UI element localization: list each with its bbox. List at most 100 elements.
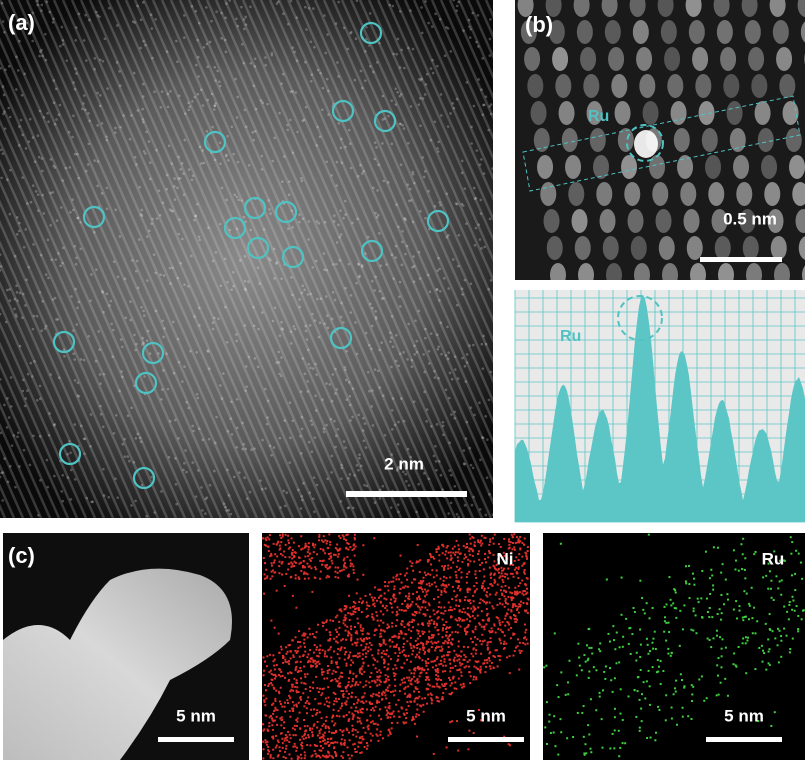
atom-spot	[331, 373, 335, 376]
atom-spot	[136, 109, 140, 112]
atom-spot	[161, 201, 165, 205]
ru-dot	[654, 647, 657, 650]
ni-dot	[440, 606, 443, 609]
atom-spot	[364, 252, 367, 255]
atom-spot	[69, 468, 73, 472]
ni-dot	[485, 594, 488, 597]
ru-dot	[654, 731, 657, 734]
ni-dot	[392, 710, 395, 713]
ni-dot	[350, 754, 353, 757]
ni-dot	[403, 687, 406, 690]
atom-spot	[253, 129, 257, 133]
ni-dot	[300, 669, 303, 672]
atom-spot	[451, 102, 455, 105]
ni-dot	[493, 567, 496, 570]
atom-spot	[178, 218, 181, 221]
ni-dot	[349, 562, 352, 565]
atom-spot	[33, 360, 36, 363]
ni-dot	[463, 557, 466, 560]
ni-dot	[445, 682, 448, 685]
atom-spot	[335, 241, 339, 244]
atom-spot	[98, 15, 101, 19]
ru-dot	[654, 739, 657, 742]
atom-spot	[304, 60, 307, 64]
ni-dot	[423, 668, 426, 671]
ni-dot	[417, 655, 420, 658]
ni-dot	[361, 629, 364, 632]
ni-dot	[440, 645, 443, 648]
atom-spot	[415, 510, 418, 514]
ni-dot	[355, 750, 358, 753]
atom-spot	[323, 14, 326, 17]
ni-dot	[427, 560, 430, 563]
ni-dot	[380, 643, 383, 646]
atom-spot	[485, 476, 489, 480]
ni-dot	[398, 651, 401, 654]
ni-dot	[405, 605, 408, 608]
atom-spot	[210, 92, 214, 96]
ru-dot	[795, 549, 798, 552]
atom-spot	[38, 54, 41, 58]
stripe	[0, 138, 169, 518]
ni-dot	[406, 567, 409, 570]
ru-dot	[647, 533, 650, 536]
ni-dot	[477, 668, 480, 671]
atom-spot	[315, 220, 319, 223]
ni-dot	[270, 564, 273, 567]
atom-spot	[253, 357, 257, 360]
atom-spot	[82, 437, 86, 441]
atom-spot	[187, 108, 191, 112]
ni-dot	[452, 676, 455, 679]
ni-dot	[361, 711, 364, 714]
ru-dot	[751, 617, 754, 620]
ni-dot	[341, 730, 344, 733]
atom-column	[621, 155, 638, 179]
ni-dot	[283, 705, 286, 708]
atom-spot	[226, 429, 230, 433]
stripe	[0, 159, 160, 518]
ru-dot	[640, 707, 643, 710]
ni-dot	[440, 655, 443, 658]
ni-dot	[456, 623, 459, 626]
ni-dot	[324, 755, 327, 758]
ni-dot	[523, 572, 526, 575]
atom-spot	[261, 101, 265, 105]
ni-dot	[288, 660, 291, 663]
ni-dot	[352, 714, 355, 717]
ni-dot	[310, 657, 313, 660]
atom-spot	[453, 410, 456, 414]
ni-dot	[399, 573, 402, 576]
ru-marker	[426, 209, 450, 233]
ru-dot	[628, 627, 631, 630]
atom-spot	[44, 58, 48, 62]
atom-spot	[436, 347, 440, 351]
ni-dot	[524, 583, 527, 586]
ni-dot	[266, 752, 269, 755]
atom-spot	[330, 174, 334, 177]
atom-spot	[194, 214, 198, 218]
ni-dot	[354, 729, 357, 732]
ni-dot	[343, 562, 346, 565]
ni-dot	[339, 570, 342, 573]
atom-column	[627, 209, 644, 233]
atom-spot	[151, 217, 154, 221]
ni-dot	[449, 721, 452, 724]
ni-dot	[510, 626, 513, 629]
atom-spot	[240, 199, 244, 202]
ni-dot	[412, 569, 415, 572]
ni-dot	[290, 537, 293, 540]
ru-dot	[557, 753, 560, 756]
ni-dot	[426, 609, 429, 612]
ni-dot	[403, 625, 406, 628]
atom-spot	[463, 463, 466, 466]
ni-dot	[463, 658, 466, 661]
ni-dot	[284, 658, 287, 661]
atom-spot	[380, 341, 383, 344]
atom-spot	[465, 353, 469, 356]
ni-dot	[394, 652, 397, 655]
atom-spot	[38, 109, 42, 113]
ru-marker	[274, 200, 298, 224]
ni-dot	[442, 566, 445, 569]
ni-dot	[437, 547, 440, 550]
ni-dot	[359, 708, 362, 711]
